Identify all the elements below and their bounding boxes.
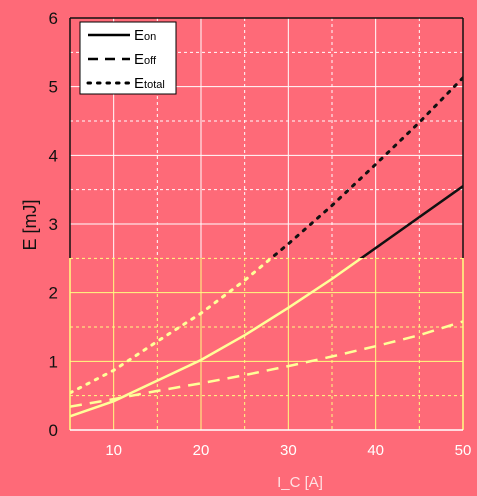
axes — [69, 17, 464, 431]
y-tick-label: 5 — [49, 78, 58, 97]
series-line-eon — [70, 258, 364, 418]
y-tick-label: 1 — [49, 352, 58, 371]
x-axis-label: I_C [A] — [277, 474, 323, 491]
legend-label-eon: Eon — [134, 27, 156, 44]
legend-label-etotal: Etotal — [134, 75, 165, 92]
tick-labels: 0 1 2 3 4 5 6 10 20 30 40 50 — [49, 9, 472, 459]
y-tick-label: 0 — [49, 421, 58, 440]
x-tick-label: 30 — [280, 442, 297, 459]
series-line-etotal — [269, 76, 463, 258]
grid — [70, 18, 463, 430]
series-group — [70, 76, 463, 418]
series-line-etotal — [70, 258, 274, 395]
x-tick-label: 40 — [367, 442, 384, 459]
x-tick-label: 50 — [455, 442, 472, 459]
x-tick-label: 20 — [193, 442, 210, 459]
y-tick-label: 4 — [49, 146, 58, 165]
legend: Eon Eoff Etotal — [79, 21, 177, 95]
series-line-eon — [359, 185, 463, 258]
series-line-eoff — [70, 320, 463, 408]
x-tick-label: 10 — [105, 442, 122, 459]
legend-label-eoff: Eoff — [134, 51, 157, 68]
y-tick-label: 3 — [49, 215, 58, 234]
y-tick-label: 2 — [49, 284, 58, 303]
y-axis-label: E [mJ] — [20, 199, 40, 250]
y-tick-label: 6 — [49, 9, 58, 28]
